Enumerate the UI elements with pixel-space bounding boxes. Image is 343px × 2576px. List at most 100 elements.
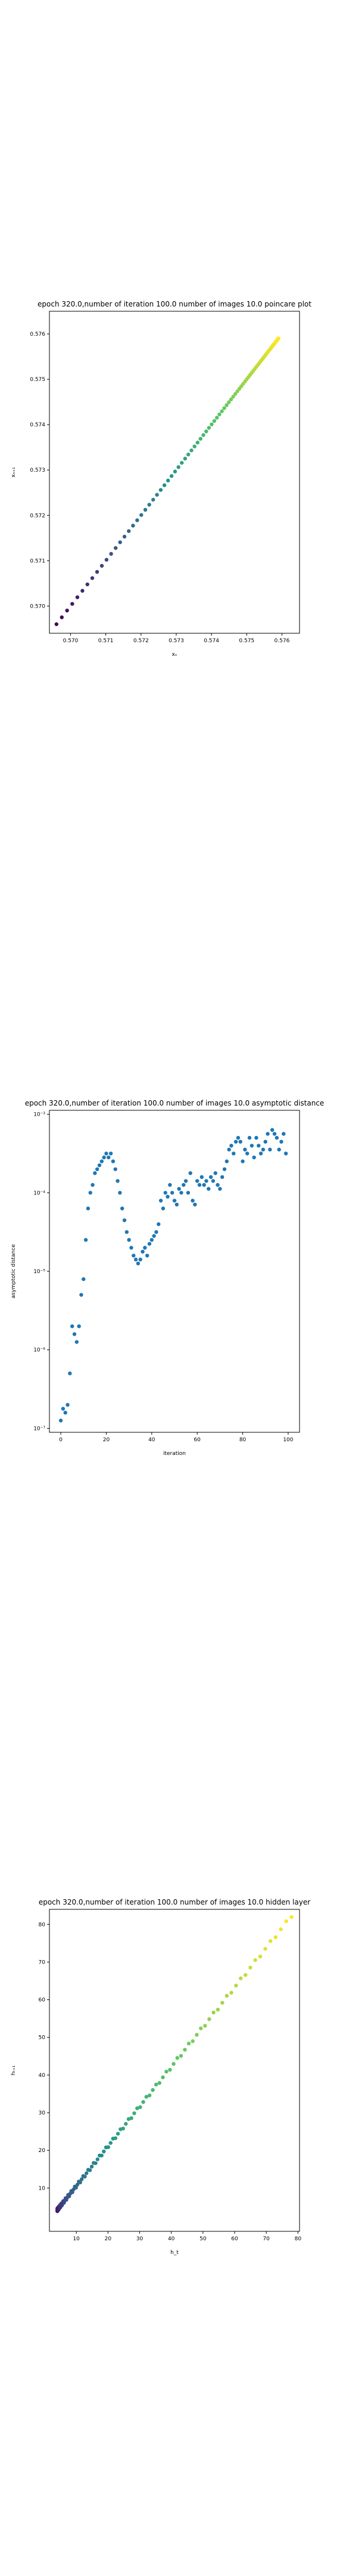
scatter-point [229,1990,233,1995]
scatter-point [120,1206,124,1210]
scatter-point [74,1340,79,1344]
scatter-point [183,456,188,461]
scatter-point [86,1206,91,1210]
scatter-point [217,412,222,417]
scatter-point [95,569,99,574]
x-tick-label: 50 [199,2236,207,2242]
scatter-point [201,433,205,437]
scatter-point [258,1151,263,1156]
scatter-point [279,1140,283,1144]
scatter-point [127,1238,131,1242]
scatter-point [234,1983,238,1988]
scatter-point [158,488,163,492]
plot-frame [49,311,300,634]
scatter-point [207,1187,211,1191]
scatter-point [54,622,59,626]
scatter-point [166,478,170,483]
x-tick-label: 0.574 [204,638,219,644]
y-tick-label: 10⁻⁴ [33,1190,45,1196]
x-tick-label: 60 [194,1437,201,1443]
scatter-point [147,503,151,507]
scatter-point [227,1147,231,1152]
scatter-point [183,2048,187,2052]
scatter-point [111,1159,116,1163]
scatter-point [141,2100,145,2104]
y-tick-label: 10⁻⁶ [33,1348,45,1354]
y-tick-label: 30 [39,2110,46,2116]
scatter-point [258,1954,263,1959]
scatter-point [161,1206,166,1210]
x-tick-label: 30 [136,2236,144,2242]
y-axis-label: hₜ₊₁ [11,2065,17,2075]
scatter-point [72,1332,77,1336]
scatter-point [152,1234,156,1238]
y-axis-label: xₙ₊₁ [11,467,17,478]
scatter-point [157,1222,161,1227]
scatter-point [75,2182,80,2187]
scatter-point [233,392,238,396]
scatter-point [172,1199,177,1203]
scatter-point [108,1151,113,1156]
scatter-point [131,524,135,528]
scatter-point [232,1151,236,1156]
scatter-point [268,1939,273,1943]
scatter-point [241,1159,245,1163]
scatter-point [74,2185,78,2190]
scatter-point [138,1258,142,1262]
scatter-point [85,582,89,587]
x-axis-label: xₙ [172,652,177,658]
scatter-point [79,2177,84,2181]
scatter-point [263,1947,267,1951]
scatter-point [272,1132,277,1136]
scatter-point [132,2111,136,2116]
scatter-point [229,1144,233,1148]
scatter-point [82,1277,86,1281]
scatter-point [144,2095,148,2099]
scatter-point [220,409,224,413]
x-tick-label: 0.573 [169,638,184,644]
hidden-layer-chart: epoch 320.0,number of iteration 100.0 nu… [11,1898,310,2256]
scatter-point [121,2126,125,2131]
scatter-point [162,483,167,487]
scatter-point [135,518,139,522]
scatter-point [224,1993,229,1998]
scatter-point [143,507,148,512]
scatter-point [199,1175,204,1179]
scatter-point [70,602,74,606]
scatter-point [211,2010,216,2015]
x-tick-label: 40 [168,2236,175,2242]
scatter-point [211,1179,216,1183]
scatter-point [197,1182,202,1187]
scatter-point [66,1402,70,1407]
y-tick-label: 0.575 [30,377,45,383]
scatter-point [138,2105,142,2109]
scatter-point [155,493,159,497]
scatter-point [195,2033,199,2037]
scatter-point [275,1135,279,1140]
scatter-point [182,1182,186,1187]
scatter-point [116,2132,120,2136]
scatter-point [164,2069,169,2074]
scatter-point [222,1167,227,1171]
scatter-point [183,1179,188,1183]
x-tick-label: 80 [295,2236,302,2242]
x-tick-label: 0.572 [133,638,149,644]
scatter-point [192,444,197,448]
scatter-point [244,1973,248,1977]
scatter-point [263,1140,267,1144]
scatter-point [158,1199,163,1203]
plot-frame [49,1110,300,1433]
y-tick-label: 10⁻³ [33,1112,45,1118]
scatter-point [133,1258,138,1262]
x-tick-label: 40 [148,1437,155,1443]
x-tick-label: 0.575 [239,638,254,644]
scatter-point [89,2165,94,2169]
y-tick-label: 60 [39,1998,46,2004]
y-tick-label: 80 [39,1922,46,1928]
scatter-point [136,1261,141,1266]
chart-title: epoch 320.0,number of iteration 100.0 nu… [38,300,311,308]
scatter-point [139,513,144,517]
chart-title: epoch 320.0,number of iteration 100.0 nu… [25,1099,325,1107]
scatter-point [68,1371,72,1376]
scatter-point [179,2054,183,2058]
